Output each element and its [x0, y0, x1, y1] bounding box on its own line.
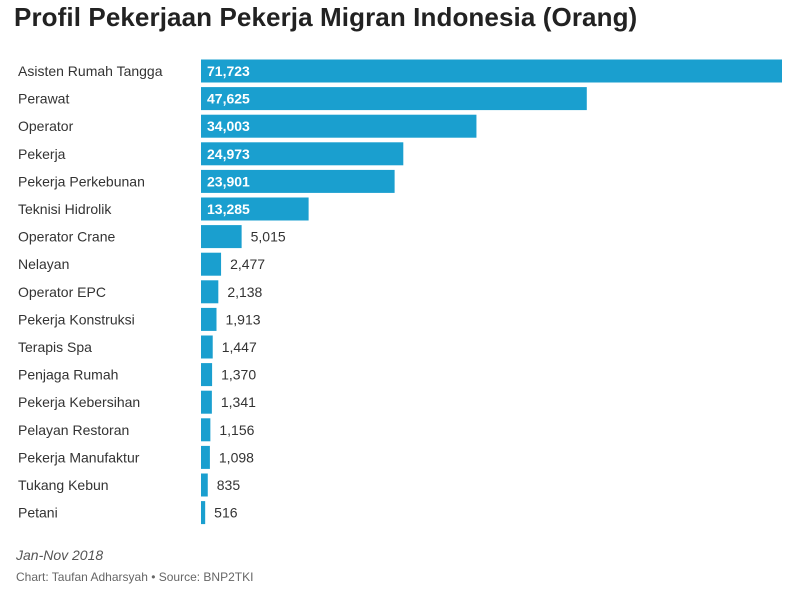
chart-title: Profil Pekerjaan Pekerja Migran Indonesi…	[14, 2, 638, 32]
value-label: 1,098	[219, 449, 254, 465]
bar	[201, 307, 217, 331]
category-label: Asisten Rumah Tangga	[18, 63, 163, 79]
category-label: Perawat	[18, 91, 69, 107]
value-label: 1,447	[222, 339, 257, 355]
bar	[201, 87, 587, 111]
category-label: Operator	[18, 118, 74, 134]
category-label: Operator EPC	[18, 284, 106, 300]
bar	[201, 59, 782, 83]
category-label: Nelayan	[18, 256, 69, 272]
value-label: 34,003	[207, 118, 250, 134]
value-label: 71,723	[207, 63, 250, 79]
bar	[201, 225, 242, 249]
value-label: 1,913	[225, 311, 260, 327]
bar	[201, 363, 213, 387]
chart-credit: Chart: Taufan Adharsyah • Source: BNP2TK…	[16, 570, 254, 584]
bar	[201, 418, 211, 442]
category-label: Operator Crane	[18, 229, 115, 245]
category-label: Pekerja Manufaktur	[18, 449, 140, 465]
category-label: Penjaga Rumah	[18, 367, 118, 383]
bar	[201, 252, 222, 276]
bar-chart: Asisten Rumah Tangga 71,723 Perawat 47,625 O…	[18, 59, 782, 525]
value-label: 2,477	[230, 256, 265, 272]
value-label: 1,370	[221, 367, 256, 383]
value-label: 1,341	[221, 394, 256, 410]
bar	[201, 390, 212, 414]
bar	[201, 501, 206, 525]
bar	[201, 169, 395, 193]
value-label: 5,015	[251, 229, 286, 245]
category-label: Pelayan Restoran	[18, 422, 129, 438]
bar	[201, 335, 213, 359]
value-label: 516	[214, 505, 238, 521]
category-label: Terapis Spa	[18, 339, 92, 355]
category-label: Tukang Kebun	[18, 477, 109, 493]
bar	[201, 280, 219, 304]
bar	[201, 473, 208, 497]
value-label: 47,625	[207, 91, 250, 107]
value-label: 13,285	[207, 201, 250, 217]
bar	[201, 142, 404, 166]
category-label: Petani	[18, 505, 58, 521]
value-label: 2,138	[227, 284, 262, 300]
category-label: Pekerja Kebersihan	[18, 394, 140, 410]
category-label: Pekerja Konstruksi	[18, 311, 135, 327]
bar	[201, 445, 210, 469]
value-label: 24,973	[207, 146, 250, 162]
bar	[201, 114, 477, 138]
value-label: 835	[217, 477, 241, 493]
value-label: 23,901	[207, 173, 250, 189]
category-label: Pekerja	[18, 146, 66, 162]
category-label: Teknisi Hidrolik	[18, 201, 112, 217]
bar	[201, 197, 309, 221]
value-label: 1,156	[219, 422, 254, 438]
chart-footnote: Jan-Nov 2018	[16, 547, 104, 563]
category-label: Pekerja Perkebunan	[18, 173, 145, 189]
